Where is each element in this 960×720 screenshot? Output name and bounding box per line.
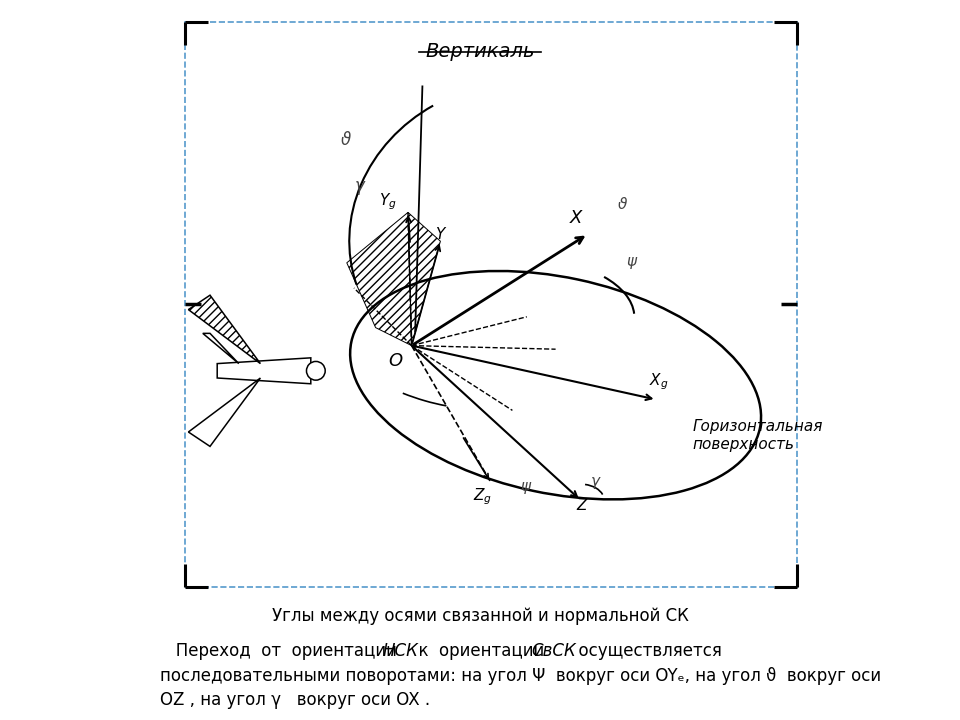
Text: Вертикаль: Вертикаль: [425, 42, 535, 60]
Text: $\vartheta$: $\vartheta$: [616, 196, 628, 212]
Text: $\psi$: $\psi$: [626, 256, 638, 271]
Text: $O$: $O$: [388, 352, 403, 370]
Text: OZ , на угол γ   вокруг оси OX .: OZ , на угол γ вокруг оси OX .: [159, 691, 430, 709]
Polygon shape: [188, 295, 260, 364]
Bar: [184, 22, 797, 587]
Text: $\psi$: $\psi$: [519, 480, 532, 496]
Polygon shape: [217, 358, 311, 384]
Text: $X$: $X$: [568, 210, 584, 228]
Text: осуществляется: осуществляется: [567, 642, 722, 660]
Text: $\gamma$: $\gamma$: [590, 475, 602, 491]
Text: НСК: НСК: [383, 642, 419, 660]
Text: Переход  от  ориентации: Переход от ориентации: [159, 642, 407, 660]
Text: к  ориентации: к ориентации: [408, 642, 555, 660]
Text: $Z_g$: $Z_g$: [472, 487, 492, 507]
Text: $X_g$: $X_g$: [649, 372, 668, 392]
Text: Углы между осями связанной и нормальной СК: Углы между осями связанной и нормальной …: [272, 607, 688, 625]
Text: $Y_g$: $Y_g$: [379, 192, 396, 212]
Polygon shape: [188, 378, 260, 446]
Text: $\vartheta$: $\vartheta$: [340, 132, 351, 150]
Text: СвСК: СвСК: [531, 642, 576, 660]
Text: $Z$: $Z$: [576, 497, 588, 513]
Circle shape: [306, 361, 325, 380]
Text: $Y$: $Y$: [435, 226, 447, 242]
Text: Горизонтальная
поверхность: Горизонтальная поверхность: [692, 419, 823, 452]
Text: последовательными поворотами: на угол Ψ  вокруг оси OYₑ, на угол ϑ  вокруг оси: последовательными поворотами: на угол Ψ …: [159, 667, 880, 685]
Text: $\gamma$: $\gamma$: [354, 179, 367, 197]
Polygon shape: [203, 333, 239, 364]
